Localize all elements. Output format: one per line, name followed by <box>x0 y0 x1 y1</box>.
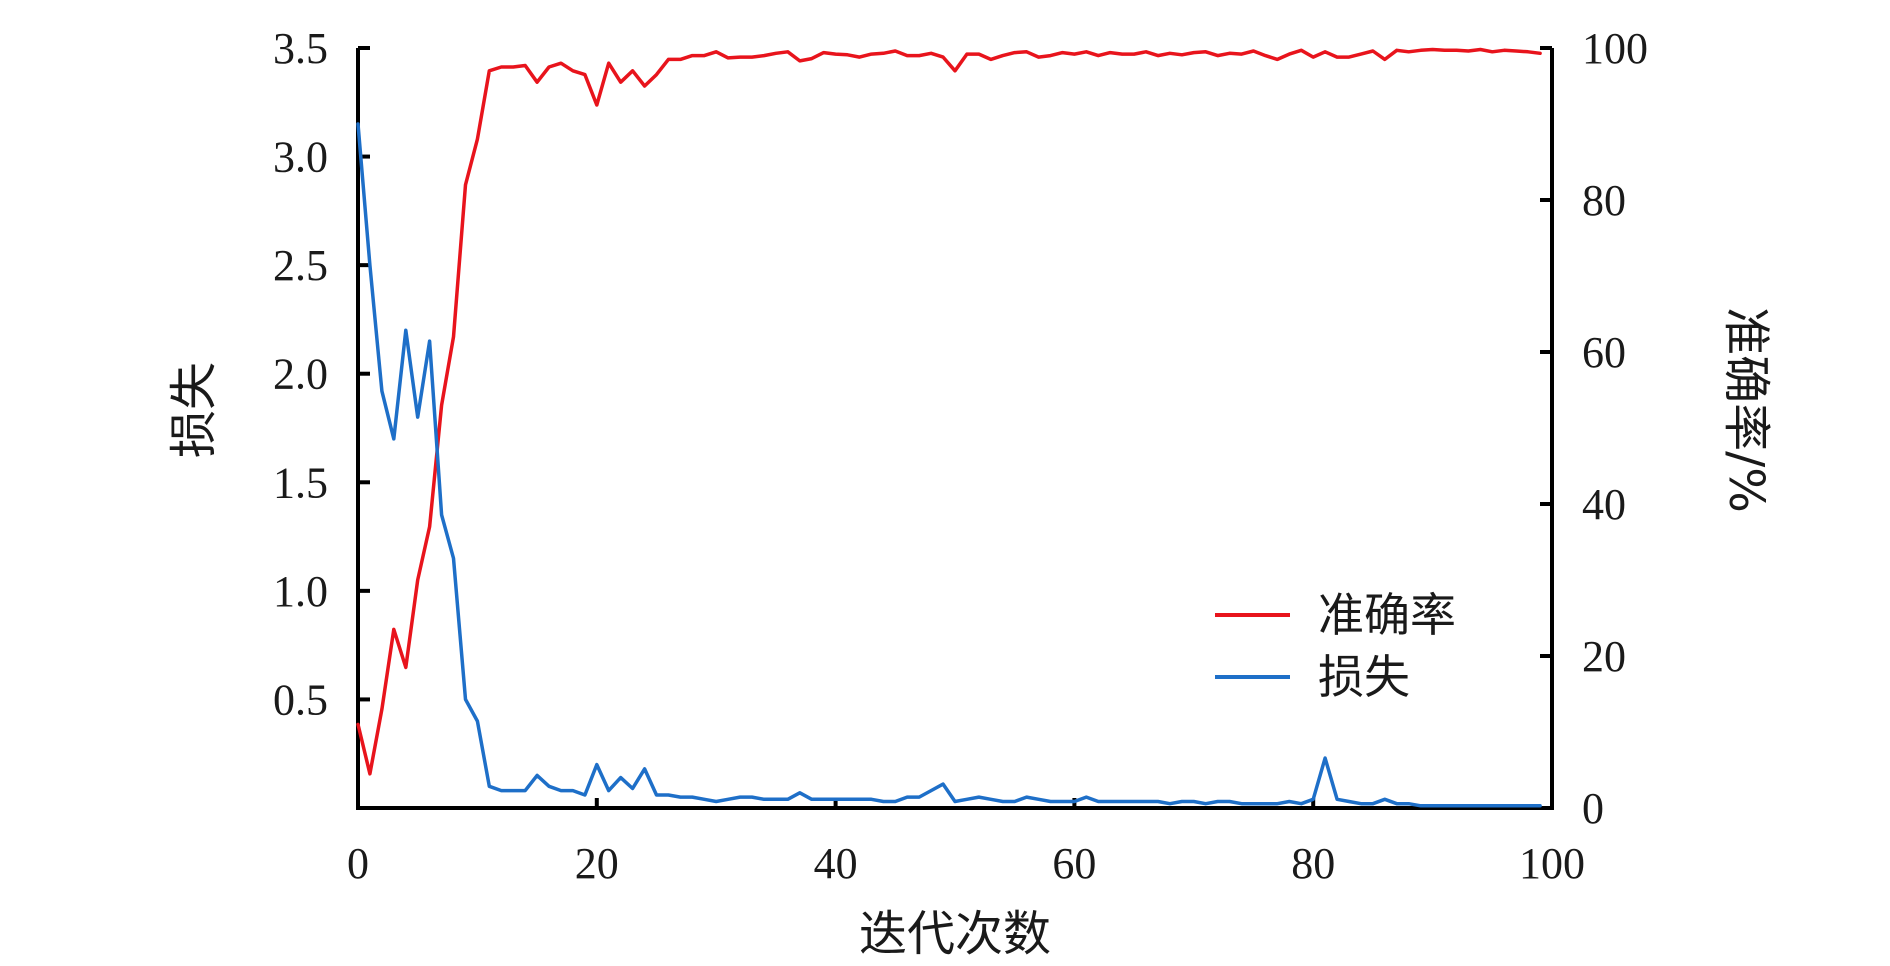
right-y-tick-label: 100 <box>1582 24 1648 73</box>
right-y-tick-label: 0 <box>1582 784 1604 833</box>
right-y-axis-title: 准确率/% <box>1718 307 1774 513</box>
legend-label: 损失 <box>1318 650 1410 704</box>
left-y-tick-label: 3.5 <box>273 24 328 73</box>
series-layer <box>356 47 1542 808</box>
x-tick-label: 100 <box>1519 839 1585 888</box>
x-axis-title: 迭代次数 <box>859 906 1051 962</box>
x-tick-label: 60 <box>1052 839 1096 888</box>
right-y-tick-label: 20 <box>1582 632 1626 681</box>
tick-labels: 0 20 40 60 80 100 0.5 1.0 1.5 2.0 2.5 3.0 3.5 0 20 40 60… <box>273 24 1648 888</box>
left-y-tick-label: 1.5 <box>273 458 328 507</box>
left-y-tick-label: 0.5 <box>273 675 328 724</box>
legend-label: 准确率 <box>1318 588 1456 642</box>
left-y-tick-label: 2.0 <box>273 350 328 399</box>
left-y-tick-label: 2.5 <box>273 241 328 290</box>
right-y-tick-label: 40 <box>1582 480 1626 529</box>
accuracy-series-line <box>356 47 1542 776</box>
x-tick-label: 0 <box>347 839 369 888</box>
left-y-tick-label: 3.0 <box>273 133 328 182</box>
tick-marks <box>356 46 1554 810</box>
x-tick-label: 20 <box>575 839 619 888</box>
x-tick-label: 40 <box>814 839 858 888</box>
left-y-tick-label: 1.0 <box>273 567 328 616</box>
axes <box>356 48 1554 810</box>
right-y-tick-label: 60 <box>1582 328 1626 377</box>
x-tick-label: 80 <box>1291 839 1335 888</box>
right-y-tick-label: 80 <box>1582 176 1626 225</box>
loss-series-line <box>356 122 1542 808</box>
left-y-axis-title: 损失 <box>166 362 222 458</box>
